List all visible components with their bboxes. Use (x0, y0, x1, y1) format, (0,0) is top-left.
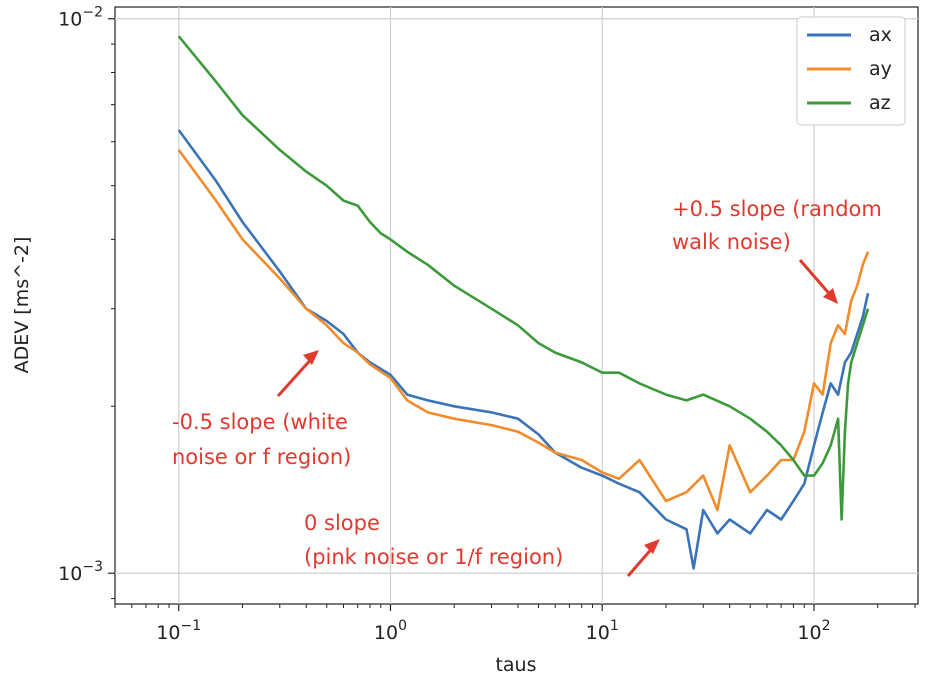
arrowhead-white-noise (303, 350, 319, 365)
series-line-ax (177, 129, 870, 570)
arrow-pink-noise (626, 545, 656, 577)
arrowhead-random-walk (823, 288, 838, 304)
plot-area-frame (114, 6, 919, 605)
legend-label-az: az (869, 92, 891, 114)
series-lines (177, 35, 870, 570)
legend-label-ay: ay (869, 58, 892, 80)
legend-label-ax: ax (869, 24, 892, 46)
arrow-white-noise (276, 354, 316, 398)
series-line-ay (177, 149, 870, 512)
x-tick-label: 100 (374, 618, 407, 644)
annotation-pink-noise-line2: (pink noise or 1/f region) (304, 545, 563, 569)
annotation-white-noise: -0.5 slope (white noise or f region) (172, 350, 351, 469)
axis-ticks: 10−1 100 101 102 10−2 10−3 (58, 5, 916, 644)
x-tick-label: 101 (586, 618, 619, 644)
y-tick-label: 10−2 (58, 5, 103, 31)
legend-box (796, 16, 906, 126)
y-tick-label: 10−3 (58, 559, 103, 585)
series-line-az (177, 35, 870, 521)
arrowhead-pink-noise (644, 539, 660, 554)
annotation-white-noise-line2: noise or f region) (172, 445, 351, 469)
legend: ax ay az (796, 16, 906, 126)
y-axis-label: ADEV [ms^-2] (11, 237, 33, 374)
annotation-random-walk: +0.5 slope (random walk noise) (672, 197, 882, 304)
x-tick-label: 102 (797, 618, 830, 644)
x-tick-label: 10−1 (156, 618, 201, 644)
annotation-random-walk-line2: walk noise) (672, 230, 791, 254)
arrow-random-walk (798, 259, 835, 299)
annotation-random-walk-line1: +0.5 slope (random (672, 197, 882, 221)
grid-lines (115, 7, 918, 604)
annotation-pink-noise-line1: 0 slope (304, 511, 380, 535)
x-axis-label: taus (495, 654, 536, 676)
annotation-white-noise-line1: -0.5 slope (white (172, 410, 348, 434)
annotation-pink-noise: 0 slope (pink noise or 1/f region) (304, 511, 660, 577)
